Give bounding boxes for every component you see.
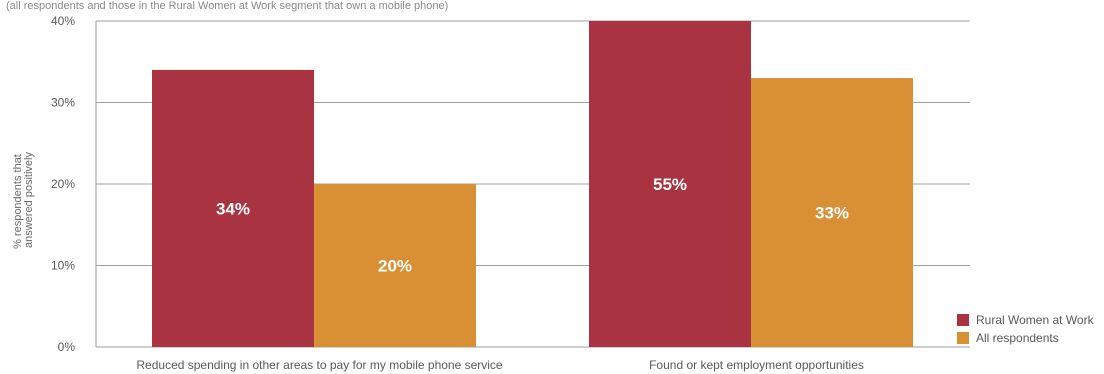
data-label: 20% [378, 257, 412, 276]
y-axis-label-line-2: answered positively [23, 152, 35, 248]
bar [152, 69, 314, 348]
bars [152, 21, 913, 348]
bar [589, 21, 751, 347]
chart-subtitle: (all respondents and those in the Rural … [6, 0, 448, 12]
y-tick-labels: 0% 10% 20% 30% 40% [51, 14, 75, 354]
bar [751, 78, 913, 348]
legend-label: Rural Women at Work [976, 313, 1095, 327]
category-labels: Reduced spending in other areas to pay f… [136, 358, 864, 372]
y-tick-label: 0% [58, 340, 76, 354]
legend-swatch [957, 314, 969, 326]
y-tick-label: 40% [51, 14, 75, 28]
y-tick-label: 10% [51, 259, 75, 273]
bar [314, 184, 476, 347]
data-label: 33% [815, 204, 849, 223]
data-label: 34% [216, 199, 250, 218]
legend-swatch [957, 332, 969, 344]
data-label: 55% [653, 175, 687, 194]
legend-label: All respondents [976, 331, 1059, 345]
y-tick-label: 20% [51, 177, 75, 191]
legend: Rural Women at Work All respondents [957, 313, 1095, 345]
y-axis-label: % respondents that answered positively [12, 151, 35, 249]
data-labels: 34% 20% 55% 33% [216, 175, 849, 276]
y-axis-label-line-1: % respondents that [12, 154, 24, 249]
category-label: Found or kept employment opportunities [649, 358, 864, 372]
y-tick-label: 30% [51, 96, 75, 110]
category-label: Reduced spending in other areas to pay f… [136, 358, 503, 372]
